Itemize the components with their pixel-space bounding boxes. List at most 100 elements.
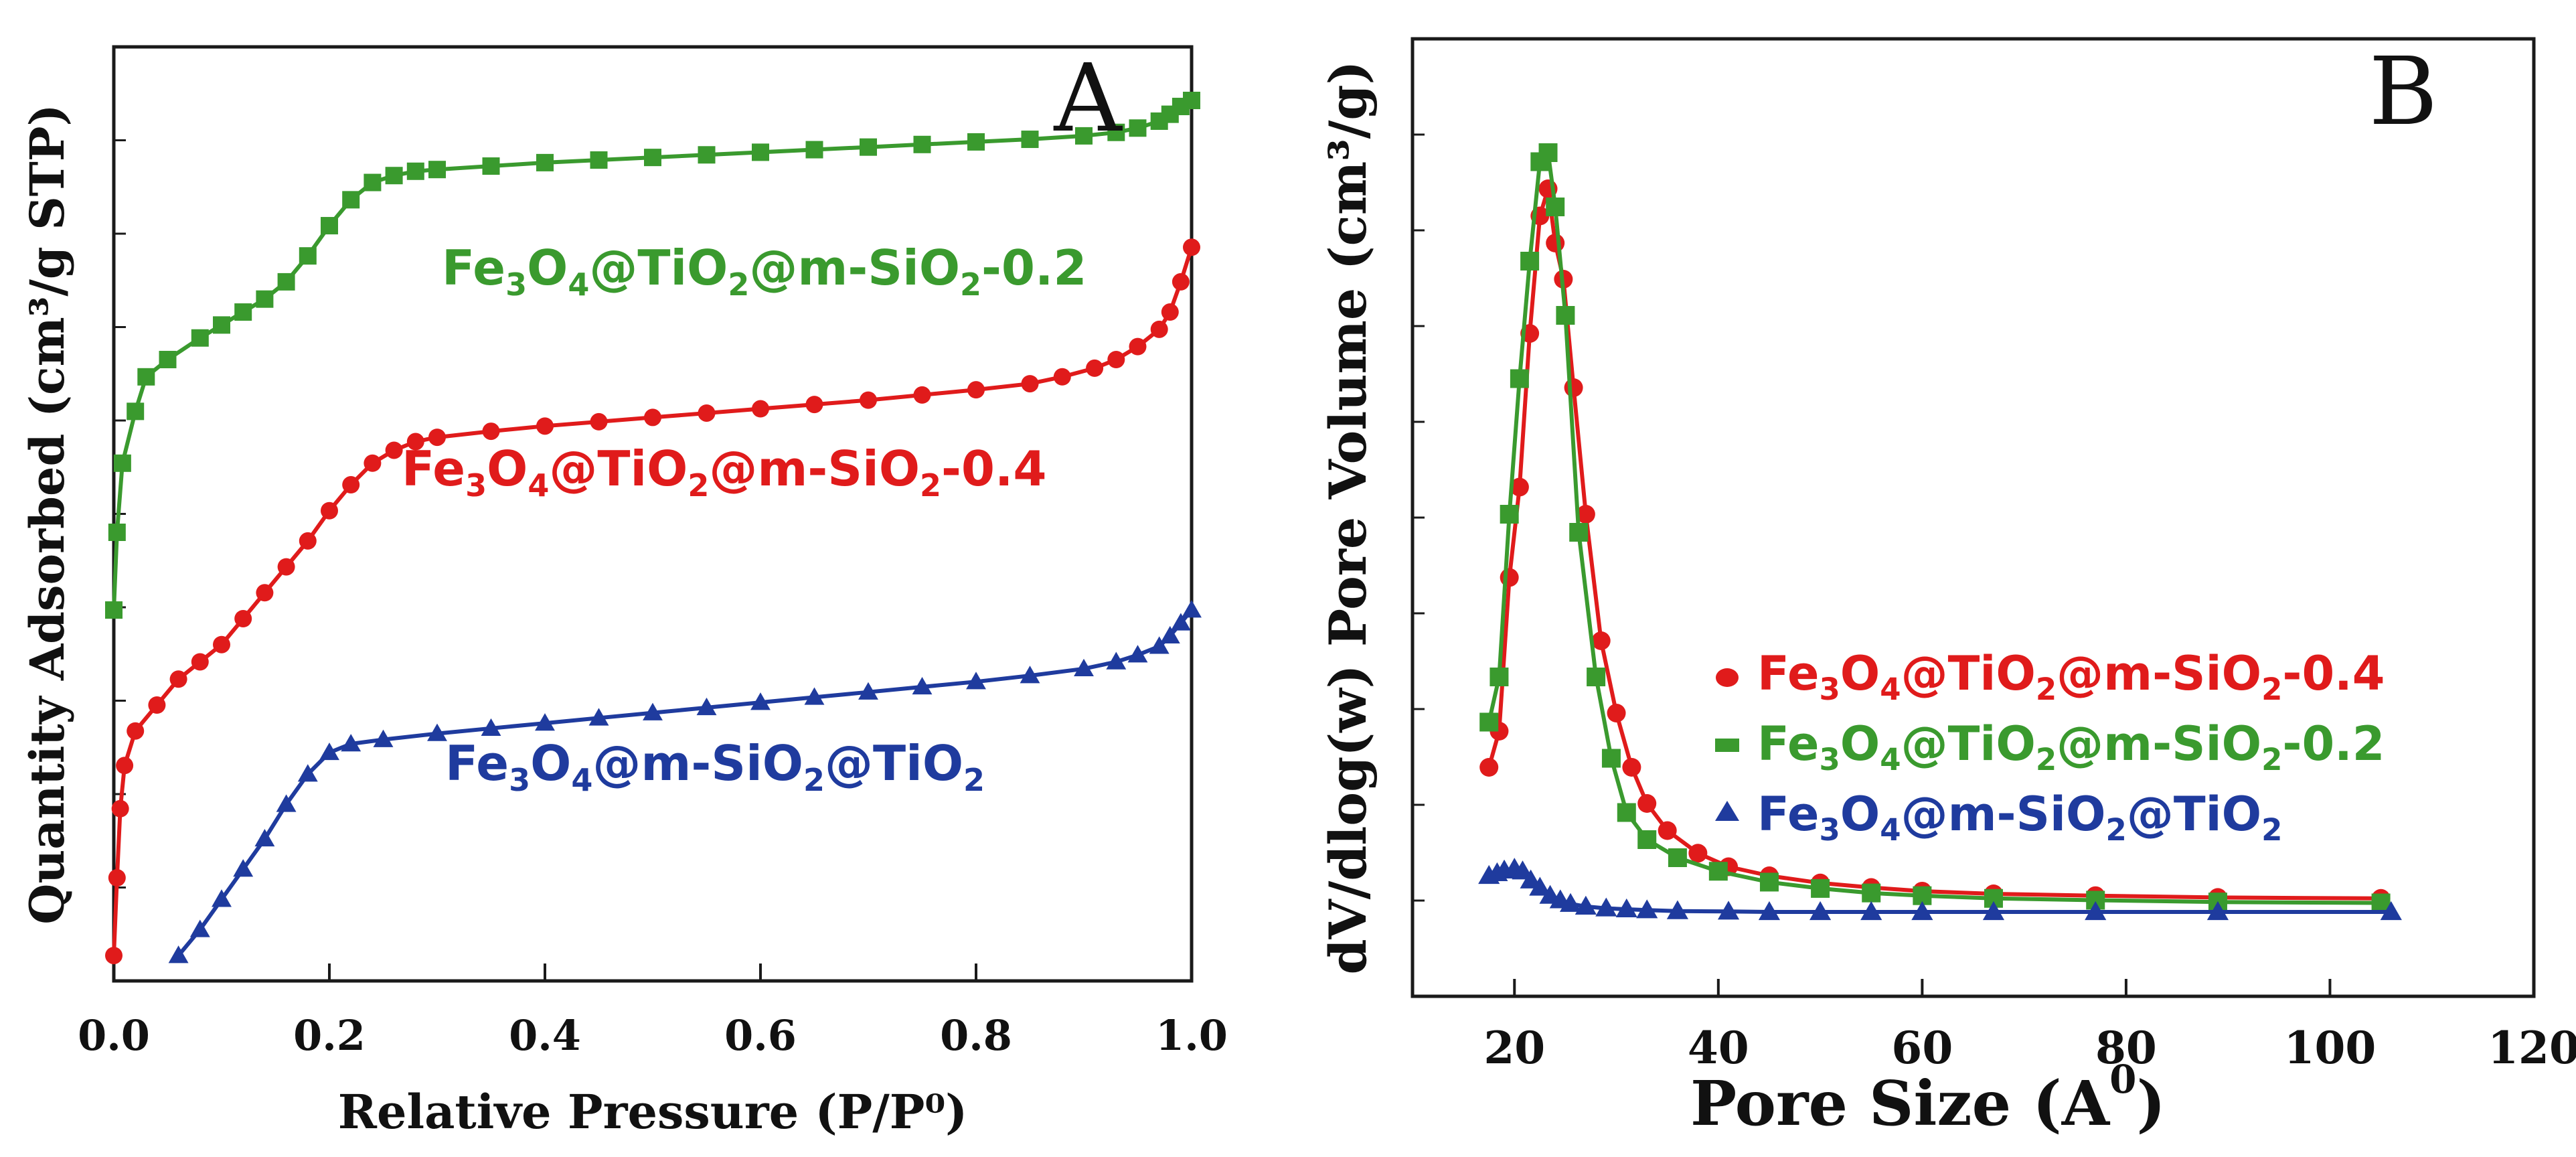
data-point-square: [805, 141, 823, 159]
data-point-square: [137, 368, 155, 386]
data-point-square: [428, 161, 446, 179]
data-point-circle: [967, 381, 985, 399]
data-point-square: [108, 524, 126, 541]
data-point-circle: [1172, 273, 1190, 291]
data-point-triangle: [1159, 625, 1180, 644]
x-tick-label: 100: [2284, 1022, 2377, 1074]
data-point-square: [191, 329, 209, 347]
data-point-circle: [191, 653, 209, 671]
data-point-square: [913, 135, 931, 153]
data-point-square: [299, 247, 317, 265]
data-point-triangle: [2085, 901, 2107, 921]
data-point-triangle: [966, 672, 986, 690]
panel-b-legend: Fe3O4@TiO2@m-SiO2-0.4 Fe3O4@TiO2@m-SiO2-…: [1715, 646, 2385, 848]
data-point-square: [113, 454, 131, 472]
data-point-circle: [1688, 844, 1708, 863]
data-point-circle: [590, 412, 608, 431]
data-point-square: [105, 601, 123, 619]
panel-a-y-axis-label: Quantity Adsorbed (cm³/g STP): [19, 104, 75, 924]
data-point-triangle: [696, 697, 717, 716]
panel-b-letter: B: [2369, 37, 2438, 147]
data-point-triangle: [1666, 900, 1689, 919]
data-point-circle: [169, 670, 187, 688]
data-point-circle: [1107, 351, 1125, 368]
data-point-circle: [1183, 238, 1200, 256]
data-point-square: [644, 149, 661, 167]
data-point-square: [1708, 862, 1728, 881]
data-point-triangle: [1860, 901, 1882, 921]
data-point-triangle: [1636, 899, 1658, 919]
panel-b-y-axis-label: dV/dlog(w) Pore Volume (cm³/g): [1318, 61, 1378, 975]
data-point-circle: [111, 799, 129, 818]
data-point-circle: [1086, 359, 1104, 377]
data-point-circle: [1564, 378, 1583, 397]
legend-label-green: Fe3O4@TiO2@m-SiO2-0.2: [1757, 716, 2385, 777]
legend-marker-square: [1715, 739, 1739, 752]
data-point-circle: [805, 396, 823, 414]
series-line-circle: [112, 246, 1194, 956]
data-point-triangle: [373, 729, 394, 747]
data-point-square: [1617, 803, 1636, 822]
data-point-square: [406, 162, 424, 180]
panel-b: 20 40 60 80 100 120 B Fe3O4@TiO2@m-SiO2-0.4 F…: [1318, 37, 2576, 1140]
data-point-circle: [406, 433, 424, 451]
panel-b-series: [1478, 143, 2402, 921]
x-tick-label: 80: [2095, 1022, 2157, 1074]
series-line-square: [112, 98, 1193, 611]
data-point-square: [752, 143, 769, 161]
panel-a-ticks: 0.0 0.2 0.4 0.6 0.8 1.0: [78, 139, 1228, 1060]
data-point-triangle: [2380, 901, 2402, 921]
data-point-square: [159, 351, 177, 368]
panel-b-x-axis-label: Pore Size (A0): [1690, 1057, 2166, 1140]
data-point-triangle: [1758, 901, 1781, 921]
data-point-square: [1075, 127, 1093, 145]
data-point-square: [1479, 712, 1499, 732]
data-point-square: [482, 157, 500, 175]
data-point-square: [321, 217, 338, 235]
data-point-triangle: [1575, 895, 1597, 915]
data-point-square: [1520, 252, 1540, 271]
data-point-circle: [428, 429, 446, 447]
data-point-triangle: [427, 723, 447, 741]
data-point-triangle: [2206, 901, 2229, 921]
data-point-square: [698, 146, 716, 164]
data-point-square: [1811, 878, 1830, 898]
data-point-square: [385, 167, 403, 185]
data-point-triangle: [804, 687, 825, 705]
data-point-circle: [1161, 303, 1179, 321]
data-point-circle: [234, 610, 252, 627]
data-point-triangle: [1809, 901, 1832, 921]
x-tick-label: 120: [2488, 1022, 2576, 1074]
data-point-square: [1183, 92, 1200, 109]
data-point-triangle: [750, 692, 771, 710]
panel-b-ticks: 20 40 60 80 100 120: [1413, 133, 2576, 1074]
x-tick-label: 0.2: [293, 1011, 366, 1060]
data-point-square: [127, 402, 145, 420]
data-point-circle: [364, 454, 382, 472]
data-point-circle: [1658, 821, 1677, 840]
data-point-square: [1107, 123, 1125, 141]
data-point-square: [1490, 668, 1509, 686]
data-point-triangle: [858, 682, 878, 700]
data-point-circle: [752, 400, 769, 418]
data-point-circle: [1637, 794, 1657, 813]
data-point-square: [1601, 749, 1621, 768]
data-point-triangle: [297, 764, 318, 782]
data-point-square: [1129, 119, 1147, 137]
panel-a-label-green: Fe3O4@TiO2@m-SiO2-0.2: [442, 240, 1086, 303]
x-tick-label: 40: [1688, 1022, 1749, 1074]
x-tick-label: 0.6: [724, 1011, 797, 1060]
legend-label-blue: Fe3O4@m-SiO2@TiO2: [1757, 787, 2282, 848]
data-point-triangle: [1717, 901, 1740, 920]
x-tick-label: 0.8: [940, 1011, 1012, 1060]
data-point-circle: [321, 502, 338, 520]
data-point-triangle: [535, 713, 555, 731]
data-point-square: [342, 191, 360, 209]
data-point-triangle: [1982, 901, 2005, 921]
data-point-square: [1759, 872, 1779, 892]
data-point-square: [364, 173, 382, 191]
data-point-circle: [1053, 368, 1071, 386]
data-point-triangle: [189, 919, 210, 937]
data-point-square: [1021, 131, 1039, 149]
data-point-triangle: [233, 859, 254, 877]
